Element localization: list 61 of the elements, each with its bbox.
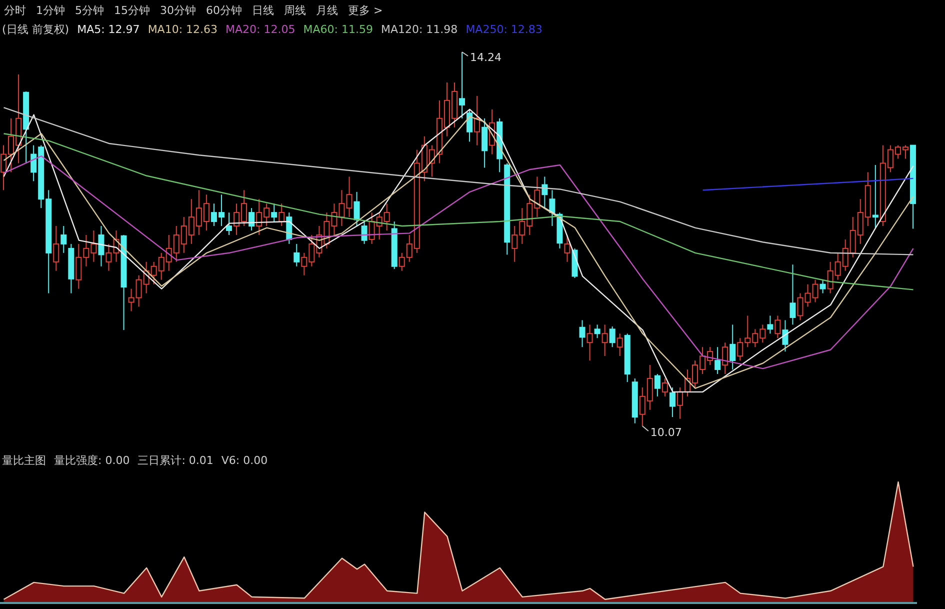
- text: 1分钟: [36, 2, 65, 18]
- candlestick: [774, 315, 781, 339]
- chart-title: (日线 前复权): [2, 22, 70, 36]
- candlestick: [346, 176, 352, 218]
- candlestick: [466, 108, 473, 142]
- candlestick: [564, 234, 570, 262]
- candlestick: [654, 373, 660, 397]
- text: 30分钟: [160, 2, 196, 18]
- candlestick: [354, 191, 360, 226]
- candlestick: [482, 118, 488, 168]
- chart-title: 量比主图: [2, 452, 46, 468]
- candlestick: [278, 203, 285, 226]
- candlestick: [669, 386, 676, 418]
- candlestick: [474, 95, 480, 146]
- candlestick: [294, 243, 300, 267]
- text: 5分钟: [75, 2, 104, 18]
- text: 周线: [284, 2, 306, 18]
- text: 10.07: [650, 426, 682, 439]
- text: MA10: 12.63: [148, 22, 218, 36]
- text: MA60: 11.59: [303, 22, 373, 36]
- candlestick: [361, 221, 368, 244]
- candlestick: [722, 342, 728, 374]
- candlestick: [714, 346, 721, 374]
- text: MA120: 11.98: [380, 22, 458, 36]
- candlestick: [542, 176, 548, 209]
- text: V6: 0.00: [221, 454, 268, 466]
- text: 三日累计: 0.01: [138, 452, 214, 468]
- text: 更多 >: [348, 2, 383, 18]
- candlestick: [549, 190, 556, 226]
- candlestick: [586, 324, 593, 362]
- text: 15分钟: [114, 2, 150, 18]
- text: 60分钟: [206, 2, 242, 18]
- candlestick: [782, 320, 788, 352]
- candlestick: [730, 324, 736, 370]
- candlestick: [767, 315, 774, 334]
- candlestick: [676, 386, 683, 420]
- text: MA250: 12.83: [466, 22, 542, 36]
- candlestick: [53, 225, 60, 272]
- text: 分时: [4, 2, 26, 18]
- candlestick: [662, 378, 668, 397]
- candlestick: [872, 164, 878, 228]
- candlestick: [459, 52, 465, 119]
- text: 量比强度: 0.00: [54, 452, 130, 468]
- candlestick: [60, 225, 67, 254]
- annotation: 14.24: [470, 51, 502, 64]
- text: MA5: 12.97: [77, 22, 140, 36]
- candlestick: [609, 326, 616, 348]
- candlestick: [616, 333, 623, 357]
- text: 月线: [316, 2, 338, 18]
- candlestick: [602, 324, 608, 357]
- text: MA20: 12.05: [226, 22, 296, 36]
- candlestick: [797, 292, 804, 321]
- candlestick: [98, 225, 104, 267]
- candlestick: [226, 212, 232, 236]
- candlestick: [271, 203, 278, 222]
- candlestick: [579, 320, 586, 348]
- candlestick: [248, 208, 255, 231]
- candlestick: [820, 279, 826, 294]
- text: 日线: [252, 2, 274, 18]
- candlestick: [790, 264, 796, 326]
- candlestick: [594, 324, 600, 339]
